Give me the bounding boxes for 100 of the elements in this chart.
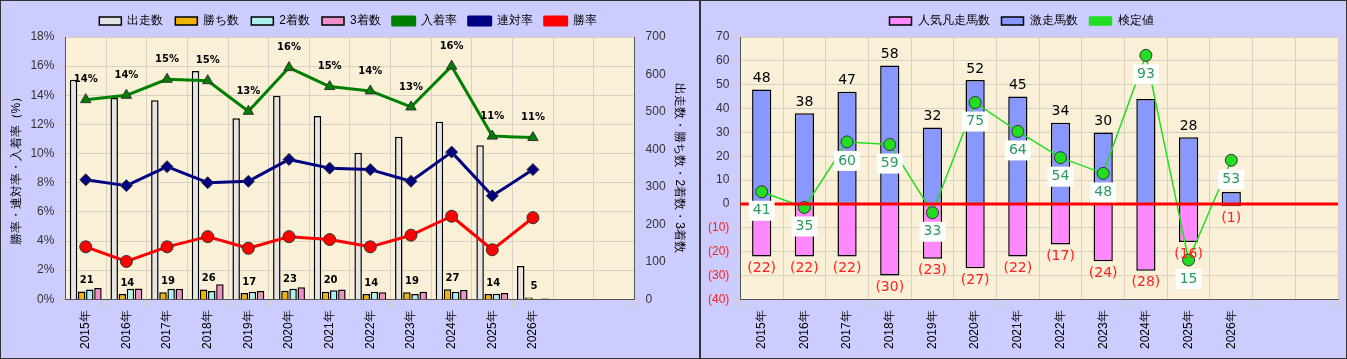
x-tick-label: 2023年 bbox=[1095, 310, 1110, 350]
data-label: 14 bbox=[120, 276, 135, 288]
data-label: 27 bbox=[445, 271, 460, 283]
y-tick-label: 2% bbox=[37, 262, 55, 277]
x-tick-label: 2018年 bbox=[200, 310, 215, 350]
data-label: 15 bbox=[1179, 269, 1198, 286]
data-label: (22) bbox=[790, 259, 819, 276]
y2-tick-label: 100 bbox=[645, 254, 666, 269]
x-tick-label: 2026年 bbox=[525, 310, 540, 350]
y-tick-label: 10% bbox=[30, 145, 55, 160]
data-label: 33 bbox=[923, 222, 942, 239]
x-tick-label: 2018年 bbox=[882, 310, 897, 350]
data-label: 15% bbox=[155, 52, 180, 64]
point bbox=[363, 240, 377, 254]
y-tick-label: 6% bbox=[37, 204, 55, 219]
y2-axis-title: 出走数・勝ち数・2着数・3着数 bbox=[673, 83, 688, 253]
point bbox=[840, 135, 854, 149]
legend-label: 2着数 bbox=[279, 13, 311, 28]
x-tick-label: 2024年 bbox=[443, 310, 458, 350]
point bbox=[1011, 124, 1025, 138]
point bbox=[323, 233, 337, 247]
point bbox=[404, 174, 418, 188]
x-tick-label: 2025年 bbox=[1180, 310, 1195, 350]
data-label: (23) bbox=[918, 261, 947, 278]
data-label: (1) bbox=[1221, 208, 1242, 225]
y-tick-label: 70 bbox=[715, 29, 730, 44]
x-tick-label: 2020年 bbox=[281, 310, 296, 350]
point bbox=[283, 61, 295, 72]
legend-label: 3着数 bbox=[350, 13, 381, 28]
point bbox=[161, 72, 173, 83]
legend-label: 検定値 bbox=[1117, 13, 1154, 28]
point bbox=[120, 88, 133, 99]
data-label: 14 bbox=[486, 276, 501, 288]
y2-tick-label: 500 bbox=[645, 104, 666, 119]
y-tick-label: 4% bbox=[37, 233, 55, 248]
point bbox=[201, 230, 215, 244]
x-tick-label: 2021年 bbox=[1010, 310, 1025, 350]
y-tick-label: 40 bbox=[715, 100, 730, 115]
point bbox=[925, 206, 939, 220]
data-label: (28) bbox=[1131, 273, 1161, 290]
data-label: 23 bbox=[282, 273, 297, 285]
y2-tick-label: 0 bbox=[645, 291, 653, 306]
point bbox=[119, 179, 133, 193]
data-label: 45 bbox=[1008, 76, 1027, 93]
y-tick-label: 60 bbox=[715, 53, 730, 68]
point bbox=[242, 104, 255, 115]
x-tick-label: 2016年 bbox=[118, 310, 133, 350]
data-label: 21 bbox=[79, 274, 94, 286]
point bbox=[1224, 153, 1238, 167]
point bbox=[1096, 166, 1110, 180]
point bbox=[755, 185, 769, 199]
y-tick-label: (20) bbox=[708, 243, 730, 258]
y-tick-label: 20 bbox=[715, 148, 730, 163]
data-label: 16% bbox=[439, 39, 464, 51]
data-label: 75 bbox=[966, 112, 985, 129]
data-label: 47 bbox=[838, 71, 856, 88]
y2-tick-label: 200 bbox=[645, 216, 666, 231]
point bbox=[241, 174, 255, 188]
data-label: (24) bbox=[1088, 263, 1118, 280]
point bbox=[282, 152, 296, 166]
data-label: 17 bbox=[242, 275, 257, 287]
y2-tick-label: 300 bbox=[645, 179, 666, 194]
point bbox=[79, 240, 93, 254]
point bbox=[1054, 151, 1068, 165]
data-label: 14% bbox=[114, 68, 139, 80]
data-label: (27) bbox=[960, 270, 990, 287]
data-label: 64 bbox=[1008, 141, 1027, 158]
point bbox=[119, 254, 133, 268]
data-label: (17) bbox=[1046, 247, 1075, 264]
point bbox=[445, 145, 459, 159]
x-tick-label: 2026年 bbox=[1223, 310, 1238, 350]
data-label: 15% bbox=[317, 60, 342, 72]
data-label: 26 bbox=[201, 272, 216, 284]
y-tick-label: 8% bbox=[37, 175, 55, 190]
point bbox=[445, 59, 458, 70]
y-tick-label: 50 bbox=[715, 77, 730, 91]
data-label: 11% bbox=[520, 111, 545, 123]
data-label: 19 bbox=[404, 274, 419, 286]
y-tick-label: 0 bbox=[722, 196, 730, 211]
y-tick-label: 0% bbox=[37, 291, 55, 306]
y-tick-label: 30 bbox=[715, 124, 730, 139]
x-tick-label: 2015年 bbox=[754, 310, 768, 350]
data-label: 32 bbox=[923, 107, 942, 124]
y-tick-label: 10 bbox=[715, 172, 730, 187]
data-label: 60 bbox=[838, 151, 856, 168]
x-tick-label: 2019年 bbox=[924, 310, 939, 350]
x-tick-label: 2021年 bbox=[321, 310, 336, 350]
y-tick-label: (10) bbox=[708, 220, 730, 235]
data-label: 11% bbox=[480, 109, 505, 121]
y2-tick-label: 600 bbox=[645, 66, 666, 81]
point bbox=[202, 74, 214, 85]
data-label: 34 bbox=[1051, 102, 1070, 119]
data-label: 59 bbox=[880, 154, 899, 171]
point bbox=[485, 189, 499, 203]
x-tick-label: 2016年 bbox=[796, 310, 811, 350]
data-label: 13% bbox=[399, 80, 423, 92]
point bbox=[526, 211, 540, 225]
data-label: 48 bbox=[752, 69, 771, 86]
x-tick-label: 2020年 bbox=[967, 310, 982, 350]
point bbox=[486, 129, 498, 140]
